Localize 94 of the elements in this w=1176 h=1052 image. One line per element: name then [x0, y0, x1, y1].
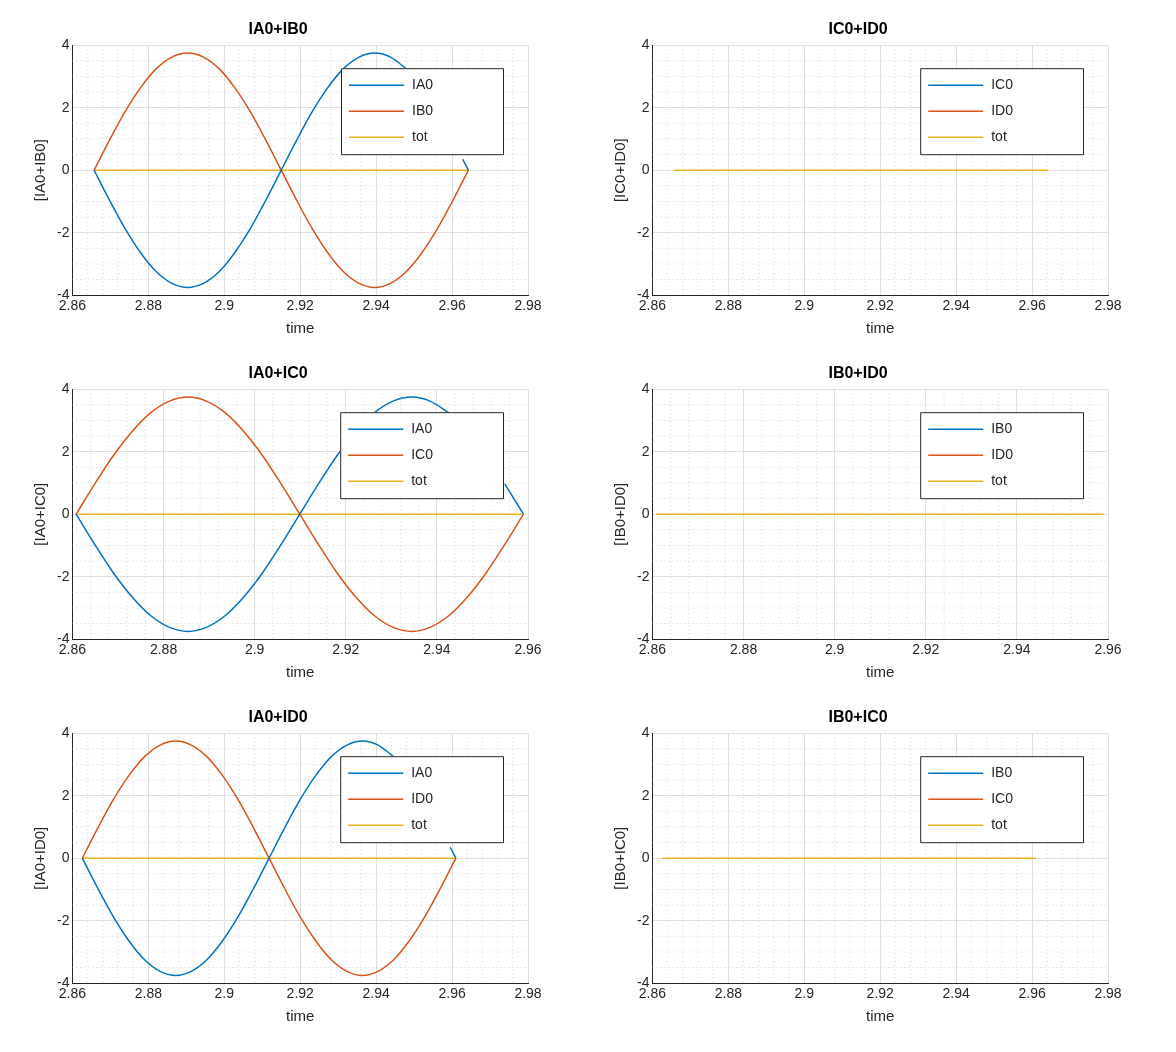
- x-tick-label: 2.92: [912, 641, 940, 658]
- legend-label: IA0: [411, 420, 433, 437]
- x-tick-label: 2.88: [714, 297, 743, 314]
- y-tick-label: -2: [57, 223, 70, 240]
- y-tick-label: 2: [641, 786, 650, 803]
- x-tick-label: 2.9: [214, 297, 235, 314]
- y-tick-label: 0: [641, 161, 650, 178]
- chart-title: IB0+IC0: [828, 708, 888, 726]
- chart-title: IA0+IC0: [248, 364, 308, 382]
- legend-label: IB0: [991, 420, 1013, 437]
- x-tick-label: 2.92: [866, 297, 895, 314]
- x-tick-label: 2.98: [1094, 297, 1122, 314]
- x-tick-label: 2.92: [286, 985, 315, 1002]
- x-tick-label: 2.98: [1094, 985, 1122, 1002]
- chart-title: IA0+IB0: [248, 20, 308, 38]
- x-tick-label: 2.92: [866, 985, 895, 1002]
- chart-title: IB0+ID0: [828, 364, 888, 382]
- x-axis-title: time: [286, 319, 315, 337]
- y-axis-title: [IB0+IC0]: [611, 826, 629, 890]
- x-tick-label: 2.94: [942, 985, 970, 1002]
- x-tick-label: 2.94: [362, 297, 390, 314]
- y-axis-title: [IA0+IB0]: [31, 139, 49, 202]
- legend-label: IC0: [991, 790, 1014, 807]
- x-tick-label: 2.96: [438, 297, 466, 314]
- y-axis-title: [IC0+ID0]: [611, 138, 629, 203]
- y-tick-label: -2: [57, 567, 70, 584]
- y-axis-title: [IA0+IC0]: [31, 482, 49, 546]
- legend-label: tot: [991, 128, 1007, 145]
- chart-title: IA0+ID0: [248, 708, 308, 726]
- chart-title: IC0+ID0: [828, 20, 888, 38]
- y-tick-label: -2: [57, 911, 70, 928]
- x-tick-label: 2.88: [134, 297, 163, 314]
- legend-label: tot: [991, 472, 1007, 489]
- legend-label: IB0: [411, 102, 434, 119]
- x-tick-label: 2.9: [244, 641, 265, 658]
- x-tick-label: 2.9: [794, 297, 815, 314]
- y-tick-label: -2: [637, 911, 650, 928]
- x-axis-title: time: [866, 319, 895, 337]
- legend-label: IC0: [411, 446, 434, 463]
- legend-label: ID0: [991, 102, 1014, 119]
- y-tick-label: 0: [61, 505, 70, 522]
- x-tick-label: 2.9: [794, 985, 815, 1002]
- x-tick-label: 2.88: [134, 985, 163, 1002]
- x-axis-title: time: [286, 1007, 315, 1025]
- y-tick-label: 2: [641, 98, 650, 115]
- x-tick-label: 2.9: [824, 641, 845, 658]
- legend-label: IC0: [991, 76, 1014, 93]
- y-tick-label: 0: [61, 161, 70, 178]
- legend-label: tot: [991, 816, 1007, 833]
- x-tick-label: 2.96: [1094, 641, 1122, 658]
- legend-label: IA0: [411, 76, 434, 93]
- y-tick-label: 4: [641, 724, 650, 741]
- x-axis-title: time: [286, 663, 315, 681]
- x-tick-label: 2.98: [514, 985, 542, 1002]
- x-tick-label: 2.96: [1018, 297, 1046, 314]
- y-tick-label: 2: [61, 98, 70, 115]
- y-tick-label: 2: [61, 786, 70, 803]
- legend-label: IB0: [991, 764, 1013, 781]
- legend-label: tot: [411, 128, 428, 145]
- legend-label: tot: [411, 816, 427, 833]
- x-tick-label: 2.94: [942, 297, 970, 314]
- legend-label: ID0: [991, 446, 1014, 463]
- y-tick-label: 2: [61, 442, 70, 459]
- y-tick-label: 4: [641, 36, 650, 53]
- y-tick-label: 2: [641, 442, 650, 459]
- x-tick-label: 2.94: [423, 641, 451, 658]
- x-tick-label: 2.88: [714, 985, 743, 1002]
- legend-label: ID0: [411, 790, 434, 807]
- y-tick-label: 0: [641, 849, 650, 866]
- x-tick-label: 2.94: [362, 985, 390, 1002]
- x-axis-title: time: [866, 663, 895, 681]
- x-tick-label: 2.92: [286, 297, 315, 314]
- y-tick-label: -2: [637, 223, 650, 240]
- x-axis-title: time: [866, 1007, 895, 1025]
- y-axis-title: [IB0+ID0]: [611, 482, 629, 546]
- x-tick-label: 2.9: [214, 985, 235, 1002]
- legend-label: tot: [411, 472, 427, 489]
- y-axis-title: [IA0+ID0]: [31, 826, 49, 890]
- legend-label: IA0: [411, 764, 433, 781]
- y-tick-label: 4: [61, 724, 70, 741]
- y-tick-label: 0: [61, 849, 70, 866]
- y-tick-label: 4: [61, 36, 70, 53]
- x-tick-label: 2.98: [514, 297, 542, 314]
- x-tick-label: 2.94: [1003, 641, 1031, 658]
- x-tick-label: 2.88: [149, 641, 178, 658]
- x-tick-label: 2.88: [729, 641, 758, 658]
- x-tick-label: 2.96: [514, 641, 542, 658]
- y-tick-label: 0: [641, 505, 650, 522]
- y-tick-label: 4: [61, 380, 70, 397]
- y-tick-label: 4: [641, 380, 650, 397]
- x-tick-label: 2.92: [332, 641, 360, 658]
- x-tick-label: 2.96: [438, 985, 466, 1002]
- y-tick-label: -2: [637, 567, 650, 584]
- x-tick-label: 2.96: [1018, 985, 1046, 1002]
